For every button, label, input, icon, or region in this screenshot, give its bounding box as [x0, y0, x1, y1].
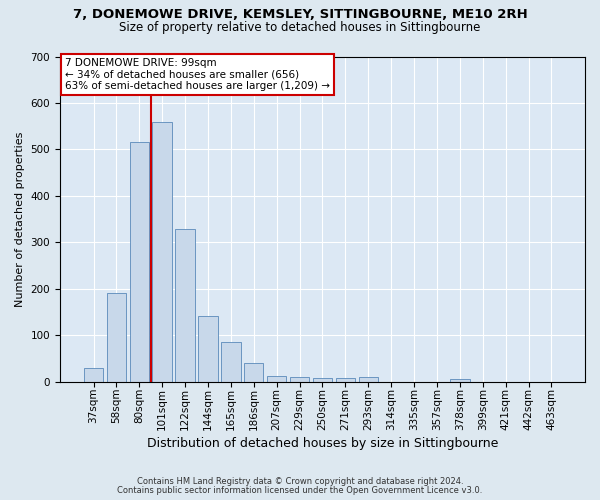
- Bar: [290, 377, 309, 382]
- Bar: [152, 122, 172, 382]
- Y-axis label: Number of detached properties: Number of detached properties: [15, 132, 25, 307]
- Text: 7 DONEMOWE DRIVE: 99sqm
← 34% of detached houses are smaller (656)
63% of semi-d: 7 DONEMOWE DRIVE: 99sqm ← 34% of detache…: [65, 58, 330, 92]
- Text: Contains HM Land Registry data © Crown copyright and database right 2024.: Contains HM Land Registry data © Crown c…: [137, 477, 463, 486]
- Bar: [359, 377, 378, 382]
- Bar: [450, 380, 470, 382]
- Bar: [313, 378, 332, 382]
- Bar: [84, 368, 103, 382]
- Text: Contains public sector information licensed under the Open Government Licence v3: Contains public sector information licen…: [118, 486, 482, 495]
- Bar: [244, 363, 263, 382]
- Text: Size of property relative to detached houses in Sittingbourne: Size of property relative to detached ho…: [119, 21, 481, 34]
- Bar: [335, 378, 355, 382]
- Bar: [130, 142, 149, 382]
- Bar: [221, 342, 241, 382]
- Text: 7, DONEMOWE DRIVE, KEMSLEY, SITTINGBOURNE, ME10 2RH: 7, DONEMOWE DRIVE, KEMSLEY, SITTINGBOURN…: [73, 8, 527, 20]
- Bar: [107, 294, 126, 382]
- Bar: [198, 316, 218, 382]
- Bar: [267, 376, 286, 382]
- X-axis label: Distribution of detached houses by size in Sittingbourne: Distribution of detached houses by size …: [147, 437, 498, 450]
- Bar: [175, 230, 195, 382]
